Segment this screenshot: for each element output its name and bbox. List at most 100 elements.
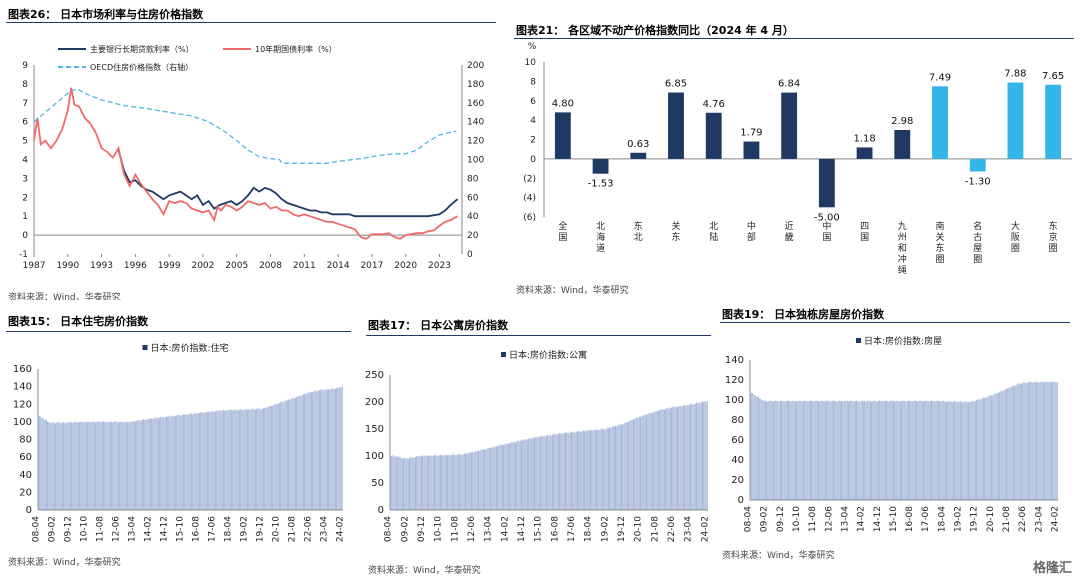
index-bar — [526, 439, 528, 510]
index-bar — [643, 415, 645, 510]
index-bar — [542, 436, 544, 510]
index-bar — [104, 422, 106, 510]
y-tick-label: 3 — [22, 174, 28, 184]
index-bar — [92, 422, 94, 510]
x-tick-label: 19-02 — [600, 516, 610, 542]
index-bar — [792, 400, 794, 500]
index-bar — [669, 408, 671, 510]
index-bar — [164, 416, 166, 510]
index-bar — [155, 418, 157, 510]
index-bar — [292, 398, 294, 510]
index-bar — [284, 400, 286, 510]
bar-13 — [1007, 82, 1024, 159]
x-tick-label: 23-04 — [1034, 506, 1044, 532]
x-tick-label: 15-10 — [534, 516, 544, 542]
bar-11 — [932, 86, 948, 159]
bar-4 — [668, 92, 684, 159]
index-bar — [567, 432, 569, 510]
index-bar — [108, 421, 110, 510]
index-bar — [973, 400, 975, 500]
index-bar — [277, 404, 279, 510]
x-tick-label: 19-12 — [256, 516, 266, 542]
index-bar — [390, 456, 391, 510]
index-bar — [525, 438, 527, 510]
index-bar — [649, 413, 651, 510]
index-bar — [934, 401, 936, 500]
index-bar — [313, 391, 315, 510]
index-bar — [926, 401, 928, 500]
index-bar — [127, 422, 128, 510]
x-tick-label: 阪 — [1011, 232, 1020, 243]
index-bar — [82, 421, 84, 510]
y-tick-label: 0 — [738, 495, 744, 506]
index-bar — [702, 401, 703, 510]
index-bar — [322, 389, 324, 510]
index-bar — [844, 400, 846, 500]
index-bar — [165, 416, 167, 510]
index-bar — [91, 421, 93, 510]
index-bar — [806, 400, 808, 500]
index-bar — [874, 401, 876, 500]
index-bar — [156, 417, 158, 510]
index-bar — [549, 434, 551, 510]
index-bar — [962, 401, 964, 500]
index-bar — [604, 429, 606, 510]
y2-tick-label: 160 — [467, 99, 484, 109]
index-bar — [207, 412, 208, 510]
index-bar — [291, 397, 293, 510]
index-bar — [1038, 382, 1040, 500]
index-bar — [921, 400, 923, 500]
y2-tick-label: 40 — [467, 212, 479, 222]
index-bar — [505, 443, 507, 510]
index-bar — [175, 416, 176, 510]
index-bar — [392, 455, 394, 510]
y-tick-label: 60 — [19, 452, 32, 463]
index-bar — [826, 401, 827, 500]
index-bar — [74, 421, 76, 510]
index-bar — [833, 400, 834, 500]
index-bar — [813, 401, 815, 500]
index-bar — [600, 428, 602, 510]
index-bar — [1017, 383, 1019, 500]
index-bar — [768, 401, 770, 500]
index-bar — [650, 412, 652, 510]
index-bar — [948, 400, 950, 500]
index-bar — [603, 428, 605, 510]
index-bar — [809, 400, 811, 500]
x-tick-label: 2017 — [360, 261, 383, 271]
x-tick-label: 14-12 — [873, 506, 883, 532]
data-label: 6.84 — [778, 79, 800, 90]
index-bar — [803, 401, 804, 500]
index-bar — [856, 400, 857, 500]
index-bar — [465, 453, 466, 510]
index-bar — [235, 410, 237, 510]
index-bar — [612, 425, 614, 510]
index-bar — [815, 400, 817, 500]
index-bar — [233, 409, 235, 510]
index-bar — [868, 401, 870, 500]
regional-title: 图表21： 各区域不动产价格指数同比（2024 年 4 月） — [516, 24, 794, 37]
index-bar — [1026, 383, 1028, 500]
index-bar — [183, 414, 184, 510]
index-bar — [1051, 382, 1052, 500]
x-tick-label: 东 — [1049, 220, 1058, 232]
index-bar — [274, 403, 276, 510]
index-bar — [482, 449, 484, 510]
index-bar — [437, 456, 439, 510]
index-bar — [630, 419, 632, 510]
index-bar — [875, 400, 877, 500]
index-bar — [417, 456, 419, 510]
index-bar — [470, 452, 472, 510]
index-bar — [981, 398, 983, 500]
index-bar — [1016, 384, 1018, 500]
index-bar — [876, 401, 878, 500]
index-bar — [621, 423, 622, 510]
index-bar — [593, 429, 595, 510]
index-bar — [460, 454, 462, 510]
index-bar — [864, 400, 866, 500]
index-bar — [152, 419, 154, 510]
index-bar — [307, 392, 309, 510]
index-bar — [992, 395, 994, 500]
index-bar — [1010, 387, 1012, 500]
index-bar — [566, 433, 568, 510]
